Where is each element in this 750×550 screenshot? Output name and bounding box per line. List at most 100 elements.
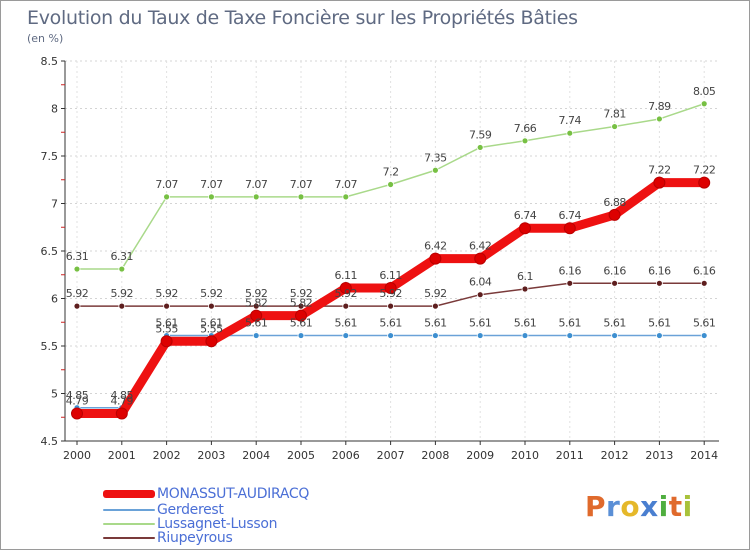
data-label-lussagnet-lusson: 7.66 bbox=[514, 122, 537, 135]
y-tick-label: 4.5 bbox=[41, 435, 59, 448]
data-point-gerderest bbox=[700, 332, 708, 339]
legend-item-lussagnet-lusson: Lussagnet-Lusson bbox=[103, 516, 277, 532]
data-label-monassut-audiracq: 6.42 bbox=[469, 240, 492, 253]
logo-letter: x bbox=[640, 490, 659, 523]
data-label-gerderest: 4.85 bbox=[111, 389, 134, 402]
data-label-gerderest: 5.61 bbox=[424, 317, 447, 330]
data-label-monassut-audiracq: 6.88 bbox=[603, 196, 626, 209]
data-label-gerderest: 5.61 bbox=[693, 317, 716, 330]
y-tick-label: 6.5 bbox=[41, 245, 59, 258]
data-point-riupeyrous bbox=[252, 302, 260, 310]
logo-letter: P bbox=[585, 490, 607, 523]
data-point-gerderest bbox=[521, 332, 529, 339]
x-tick-label: 2002 bbox=[153, 449, 181, 462]
data-label-riupeyrous: 6.16 bbox=[648, 264, 671, 277]
logo-letter: t bbox=[668, 490, 683, 523]
data-point-lussagnet-lusson bbox=[700, 100, 708, 108]
data-label-gerderest: 5.61 bbox=[290, 317, 313, 330]
data-point-riupeyrous bbox=[342, 302, 350, 310]
data-label-riupeyrous: 5.92 bbox=[290, 287, 313, 300]
y-tick-label: 8 bbox=[51, 103, 58, 116]
y-tick-label: 7 bbox=[51, 198, 58, 211]
data-label-monassut-audiracq: 5.82 bbox=[245, 297, 268, 310]
data-point-riupeyrous bbox=[521, 285, 529, 293]
x-tick-label: 2012 bbox=[601, 449, 629, 462]
x-tick-label: 2000 bbox=[63, 449, 91, 462]
data-point-monassut-audiracq bbox=[339, 282, 352, 295]
data-label-lussagnet-lusson: 8.05 bbox=[693, 85, 716, 98]
data-point-lussagnet-lusson bbox=[207, 193, 215, 201]
data-label-lussagnet-lusson: 7.07 bbox=[200, 178, 223, 191]
legend-swatch-gerderest bbox=[103, 508, 155, 511]
proxiti-logo: Proxiti bbox=[585, 490, 693, 523]
legend-item-riupeyrous: Riupeyrous bbox=[103, 529, 233, 546]
x-tick-label: 2006 bbox=[332, 449, 360, 462]
x-tick-label: 2013 bbox=[645, 449, 673, 462]
data-point-monassut-audiracq bbox=[653, 176, 666, 189]
data-label-lussagnet-lusson: 7.2 bbox=[383, 166, 399, 179]
data-point-riupeyrous bbox=[656, 279, 663, 287]
data-point-lussagnet-lusson bbox=[297, 193, 305, 201]
data-label-riupeyrous: 6.16 bbox=[693, 264, 716, 277]
data-label-monassut-audiracq: 5.55 bbox=[155, 322, 178, 335]
data-label-riupeyrous: 5.92 bbox=[111, 287, 134, 300]
y-tick-label: 6 bbox=[51, 293, 58, 306]
data-point-lussagnet-lusson bbox=[387, 181, 395, 188]
data-point-gerderest bbox=[656, 332, 663, 339]
data-label-monassut-audiracq: 4.79 bbox=[66, 394, 89, 407]
data-label-lussagnet-lusson: 7.07 bbox=[245, 178, 268, 191]
data-point-monassut-audiracq bbox=[519, 222, 531, 235]
data-label-riupeyrous: 5.92 bbox=[200, 287, 223, 300]
y-tick-label: 8.5 bbox=[41, 55, 59, 68]
data-label-gerderest: 5.61 bbox=[335, 317, 358, 330]
data-point-lussagnet-lusson bbox=[521, 137, 529, 145]
data-point-riupeyrous bbox=[73, 302, 81, 310]
data-point-riupeyrous bbox=[118, 302, 126, 310]
logo-letter: o bbox=[620, 490, 641, 523]
data-label-monassut-audiracq: 6.11 bbox=[335, 269, 358, 282]
data-point-monassut-audiracq bbox=[384, 282, 397, 295]
data-point-lussagnet-lusson bbox=[566, 129, 574, 137]
legend-swatch-lussagnet-lusson bbox=[103, 522, 155, 525]
data-point-gerderest bbox=[252, 332, 260, 339]
data-label-riupeyrous: 6.16 bbox=[559, 264, 582, 277]
data-point-lussagnet-lusson bbox=[118, 265, 126, 273]
data-point-lussagnet-lusson bbox=[163, 193, 171, 201]
data-label-lussagnet-lusson: 7.59 bbox=[469, 128, 492, 141]
data-label-gerderest: 4.85 bbox=[66, 389, 89, 402]
x-tick-label: 2007 bbox=[377, 449, 405, 462]
data-point-monassut-audiracq bbox=[429, 252, 442, 265]
data-label-lussagnet-lusson: 7.07 bbox=[335, 178, 358, 191]
data-label-riupeyrous: 5.92 bbox=[379, 287, 402, 300]
logo-letter: r bbox=[606, 490, 621, 523]
data-point-monassut-audiracq bbox=[250, 309, 263, 322]
legend-item-monassut-audiracq: MONASSUT-AUDIRACQ bbox=[103, 486, 309, 502]
data-label-gerderest: 5.61 bbox=[469, 317, 492, 330]
data-label-gerderest: 5.61 bbox=[155, 317, 178, 330]
data-point-monassut-audiracq bbox=[205, 335, 218, 348]
data-point-monassut-audiracq bbox=[71, 407, 83, 420]
data-label-gerderest: 5.61 bbox=[559, 317, 582, 330]
data-label-lussagnet-lusson: 7.89 bbox=[648, 100, 671, 113]
data-point-monassut-audiracq bbox=[474, 252, 487, 265]
logo-letter: i bbox=[658, 490, 669, 523]
data-point-monassut-audiracq bbox=[608, 208, 621, 221]
data-point-lussagnet-lusson bbox=[656, 115, 663, 123]
data-label-gerderest: 5.61 bbox=[514, 317, 537, 330]
data-point-monassut-audiracq bbox=[563, 222, 576, 235]
data-point-gerderest bbox=[297, 332, 305, 339]
data-label-monassut-audiracq: 5.55 bbox=[200, 322, 223, 335]
data-point-gerderest bbox=[476, 332, 484, 339]
data-point-monassut-audiracq bbox=[160, 335, 173, 348]
legend-label-riupeyrous: Riupeyrous bbox=[157, 529, 233, 546]
data-label-gerderest: 5.61 bbox=[200, 317, 223, 330]
data-point-gerderest bbox=[431, 332, 439, 339]
x-tick-label: 2011 bbox=[556, 449, 584, 462]
data-point-riupeyrous bbox=[566, 279, 574, 287]
x-tick-label: 2014 bbox=[690, 449, 718, 462]
x-tick-label: 2003 bbox=[197, 449, 225, 462]
logo-letter: i bbox=[682, 490, 693, 523]
x-tick-label: 2005 bbox=[287, 449, 315, 462]
data-label-lussagnet-lusson: 7.74 bbox=[559, 114, 582, 127]
